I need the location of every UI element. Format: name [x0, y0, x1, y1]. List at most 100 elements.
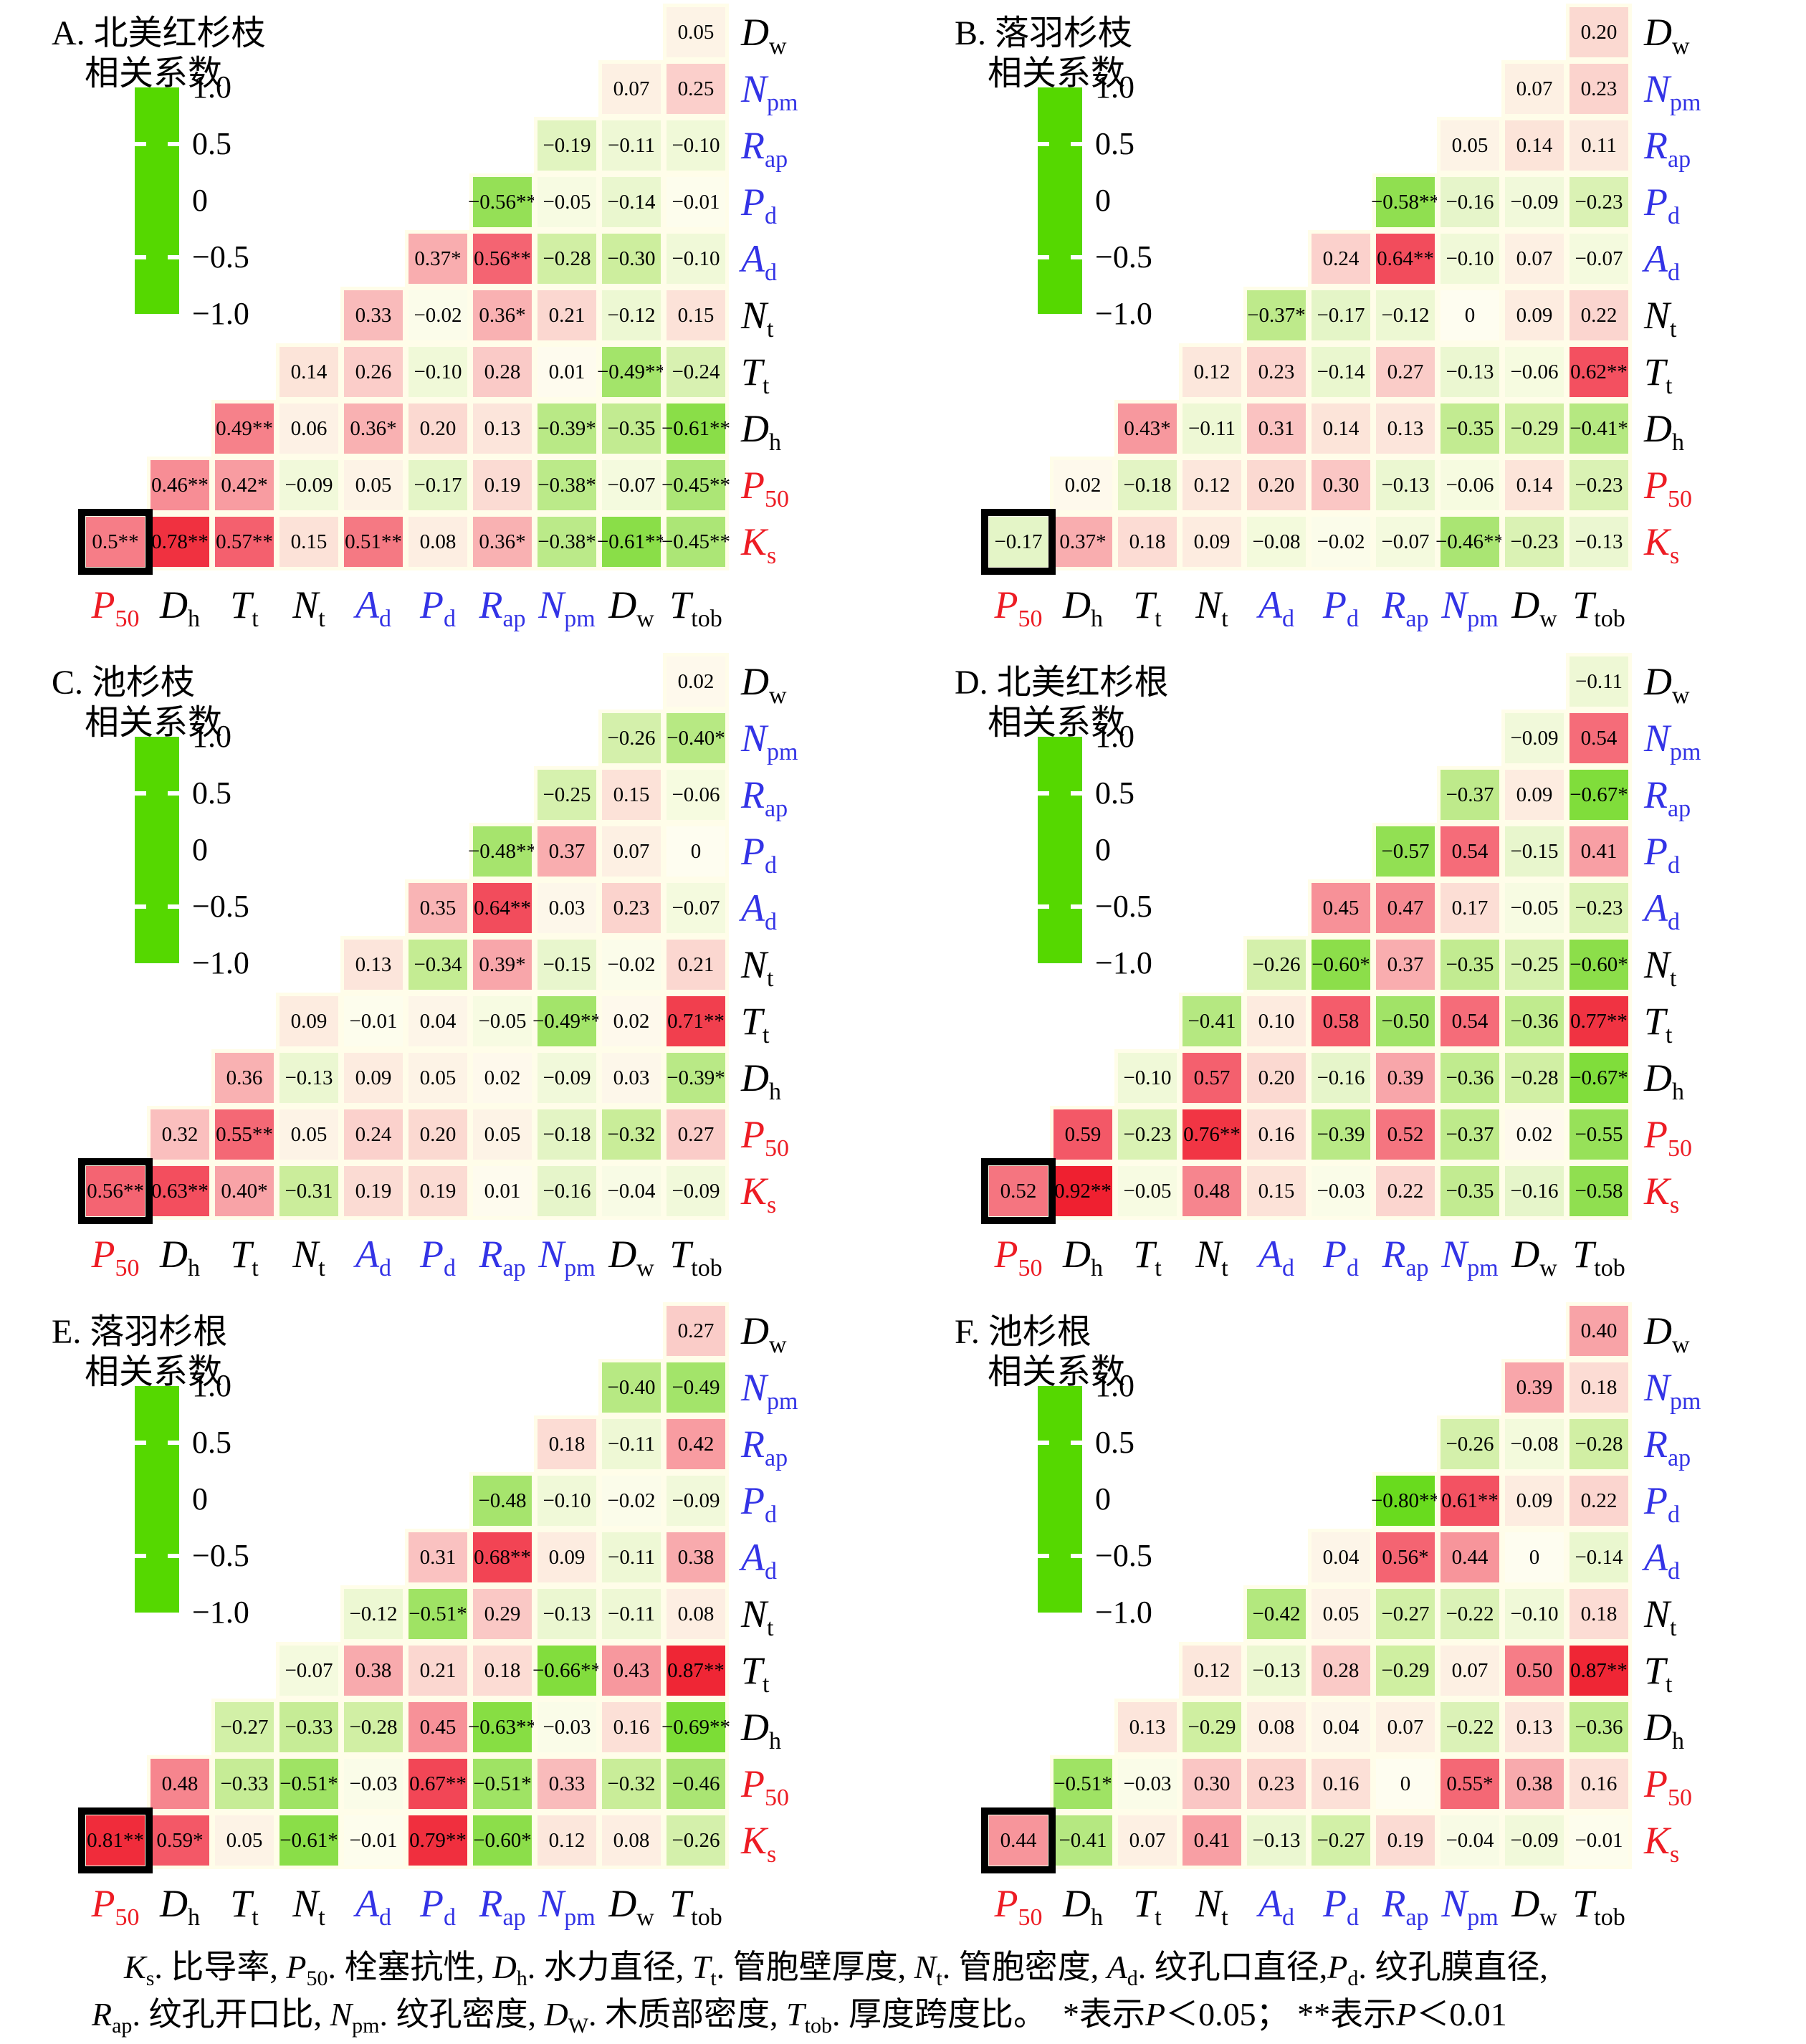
rap-subscript: ap — [502, 605, 526, 632]
col-label-p50: P50 — [961, 1232, 1076, 1280]
matrix-cell: −0.01 — [344, 1815, 403, 1866]
col-label-text: Npm — [538, 583, 595, 631]
matrix-cell: 0.05 — [215, 1815, 274, 1866]
col-label-text: Ad — [1258, 1882, 1294, 1929]
matrix-cell: 0.05 — [1440, 120, 1499, 171]
row-label-text: Ks — [1644, 1169, 1679, 1217]
col-label-rap: Rap — [1348, 1232, 1463, 1280]
npm-symbol: N — [1644, 67, 1671, 110]
dh-symbol: D — [1644, 1706, 1672, 1749]
colorbar-tick-mark — [1071, 142, 1082, 146]
dh-subscript: h — [1672, 429, 1684, 456]
ad-symbol: A — [355, 583, 379, 626]
matrix-cell: −0.48** — [468, 826, 537, 877]
rap-subscript: ap — [1668, 145, 1691, 173]
tt-subscript: t — [1155, 1904, 1162, 1931]
matrix-cell: 0.03 — [602, 1053, 661, 1103]
npm-symbol: N — [741, 67, 768, 110]
matrix-cell: −0.60* — [1312, 940, 1370, 990]
row-label-text: Ad — [741, 886, 777, 934]
col-label-text: Rap — [1382, 583, 1428, 631]
matrix-cell: −0.57 — [1376, 826, 1435, 877]
col-label-text: Tt — [230, 1233, 259, 1280]
col-label-text: Ttob — [669, 1882, 722, 1929]
matrix-cell: −0.12 — [1376, 290, 1435, 340]
matrix-cell: −0.29 — [1182, 1702, 1241, 1752]
tt-symbol: T — [1644, 350, 1666, 393]
dh-subscript: h — [188, 605, 200, 632]
matrix-cell: −0.40* — [666, 713, 725, 763]
col-label-p50: P50 — [58, 1232, 173, 1280]
matrix-cell: −0.13 — [1376, 460, 1435, 510]
matrix-cell: 0.02 — [473, 1053, 532, 1103]
dw-subscript: w — [769, 682, 787, 709]
matrix-cell: −0.36 — [1440, 1053, 1499, 1103]
row-label-dw: Dw — [1644, 656, 1787, 707]
matrix-cell: 0.03 — [538, 883, 596, 933]
ad-subscript: d — [1282, 1904, 1294, 1931]
dh-symbol: D — [1063, 583, 1091, 626]
colorbar-tick-label: 0 — [1095, 183, 1111, 218]
matrix-cell: −0.37* — [1247, 290, 1306, 340]
ks-subscript: s — [767, 1191, 777, 1218]
caption-var: P — [1396, 1996, 1417, 2033]
row-label-nt: Nt — [1644, 940, 1787, 990]
rap-subscript: ap — [1405, 605, 1429, 632]
matrix-cell: −0.14 — [1312, 347, 1370, 397]
matrix-cell: 0.12 — [538, 1815, 596, 1866]
pd-subscript: d — [1668, 1501, 1680, 1528]
panel-C: C. 池杉枝 相关系数 1.0 0.5 0 −0.5 −1.0 0.02 Dw −0.26 −0.4… — [0, 649, 903, 1299]
col-label-ad: Ad — [316, 1232, 431, 1280]
p50-subscript: 50 — [115, 1254, 140, 1281]
matrix-cell: 0.07 — [1505, 234, 1564, 284]
row-label-text: Npm — [741, 1365, 798, 1413]
matrix-cell: 0.12 — [1182, 460, 1241, 510]
row-label-text: Dw — [741, 1309, 787, 1357]
pd-subscript: d — [444, 1904, 456, 1931]
ad-subscript: d — [379, 1254, 391, 1281]
col-label-tt: Tt — [187, 1881, 302, 1929]
col-label-text: Pd — [420, 1882, 456, 1929]
col-label-dw: Dw — [1477, 1881, 1592, 1929]
matrix-cell: −0.02 — [602, 940, 661, 990]
matrix-cell: −0.13 — [1247, 1646, 1306, 1696]
pd-subscript: d — [444, 605, 456, 632]
matrix-cell: 0.5** — [86, 517, 145, 567]
colorbar-tick-label: 0.5 — [192, 126, 231, 161]
p50-symbol: P — [91, 1233, 115, 1276]
row-label-ks: Ks — [1644, 517, 1787, 568]
caption-var-subscript: d — [1127, 1967, 1138, 1991]
caption-text: . 木质部密度, — [588, 1996, 787, 2033]
matrix-cell: −0.22 — [1440, 1589, 1499, 1639]
matrix-cell: −0.66** — [532, 1646, 601, 1696]
colorbar-tick-mark — [135, 904, 146, 909]
caption-var-subscript: pm — [352, 2014, 380, 2038]
matrix-cell: 0.07 — [1118, 1815, 1177, 1866]
p50-subscript: 50 — [1668, 1784, 1692, 1811]
panel-title: F. 池杉根 — [955, 1313, 1091, 1351]
pd-symbol: P — [1323, 1233, 1347, 1276]
nt-symbol: N — [1195, 1233, 1222, 1276]
row-label-dw: Dw — [741, 656, 884, 707]
matrix-cell: 0.78** — [150, 517, 209, 567]
matrix-cell: −0.67* — [1570, 1053, 1628, 1103]
matrix-cell: 0.18 — [1570, 1362, 1628, 1413]
col-label-ttob: Ttob — [1542, 583, 1656, 631]
matrix-cell: −0.51* — [408, 1589, 467, 1639]
col-label-text: Rap — [1382, 1882, 1428, 1929]
matrix-cell: −0.58 — [1570, 1166, 1628, 1216]
col-label-ad: Ad — [1219, 583, 1334, 631]
matrix-cell: 0.05 — [344, 460, 403, 510]
matrix-cell: 0.39 — [1505, 1362, 1564, 1413]
caption-var-subscript: t — [710, 1967, 717, 1991]
ks-symbol: K — [741, 520, 768, 563]
col-label-pd: Pd — [381, 1881, 495, 1929]
row-label-text: Ad — [1644, 886, 1680, 934]
matrix-cell: 0.20 — [408, 403, 467, 454]
matrix-cell: −0.01 — [1570, 1815, 1628, 1866]
col-label-nt: Nt — [1155, 1232, 1269, 1280]
rap-symbol: R — [1644, 1423, 1668, 1466]
caption-segment: Ks. 比导率, — [124, 1949, 286, 1990]
matrix-cell: 0.08 — [666, 1589, 725, 1639]
col-label-pd: Pd — [381, 583, 495, 631]
